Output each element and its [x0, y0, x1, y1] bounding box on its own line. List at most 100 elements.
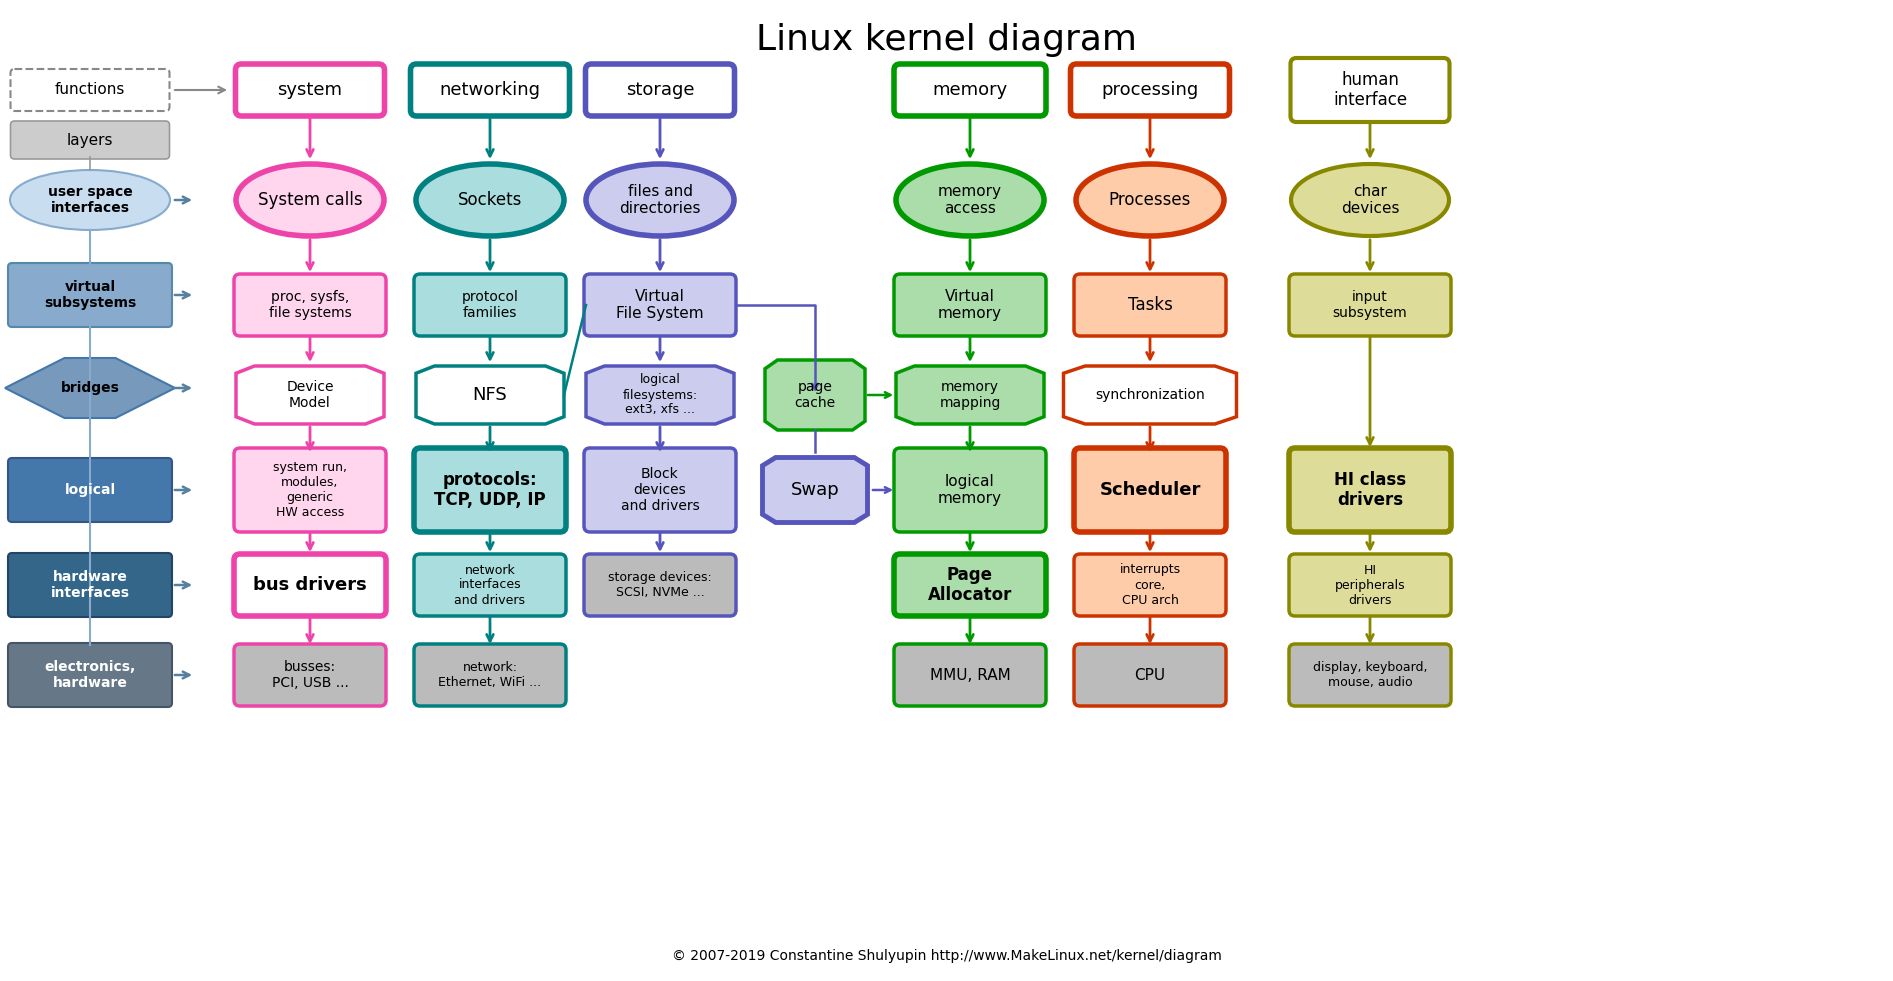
FancyBboxPatch shape [235, 644, 386, 706]
FancyBboxPatch shape [1291, 58, 1450, 122]
Ellipse shape [1075, 164, 1225, 236]
Text: files and
directories: files and directories [619, 183, 700, 216]
Text: page
cache: page cache [795, 380, 835, 410]
Text: Block
devices
and drivers: Block devices and drivers [621, 467, 699, 513]
FancyBboxPatch shape [235, 64, 384, 116]
Text: virtual
subsystems: virtual subsystems [44, 280, 136, 310]
Text: NFS: NFS [473, 386, 507, 404]
Text: memory: memory [933, 81, 1007, 99]
Text: storage devices:
SCSI, NVMe ...: storage devices: SCSI, NVMe ... [608, 571, 712, 599]
Polygon shape [587, 366, 734, 424]
Polygon shape [416, 366, 564, 424]
FancyBboxPatch shape [585, 64, 734, 116]
Text: HI class
drivers: HI class drivers [1335, 471, 1406, 509]
FancyBboxPatch shape [1071, 64, 1229, 116]
FancyBboxPatch shape [1073, 448, 1227, 532]
Polygon shape [6, 358, 174, 418]
Text: char
devices: char devices [1340, 183, 1399, 216]
FancyBboxPatch shape [1073, 274, 1227, 336]
Text: user space
interfaces: user space interfaces [47, 184, 133, 215]
Text: display, keyboard,
mouse, audio: display, keyboard, mouse, audio [1312, 661, 1427, 689]
Ellipse shape [416, 164, 564, 236]
Ellipse shape [237, 164, 384, 236]
Text: layers: layers [66, 132, 114, 147]
Text: networking: networking [439, 81, 541, 99]
Text: Swap: Swap [791, 481, 839, 499]
Polygon shape [1064, 366, 1236, 424]
Text: system run,
modules,
generic
HW access: system run, modules, generic HW access [273, 461, 346, 519]
Text: protocols:
TCP, UDP, IP: protocols: TCP, UDP, IP [433, 471, 545, 509]
FancyBboxPatch shape [415, 274, 566, 336]
Text: protocol
families: protocol families [462, 290, 519, 320]
Polygon shape [237, 366, 384, 424]
Text: © 2007-2019 Constantine Shulyupin http://www.MakeLinux.net/kernel/diagram: © 2007-2019 Constantine Shulyupin http:/… [672, 949, 1221, 963]
FancyBboxPatch shape [893, 64, 1047, 116]
FancyBboxPatch shape [8, 643, 172, 707]
Text: MMU, RAM: MMU, RAM [929, 667, 1011, 683]
Text: memory
mapping: memory mapping [939, 380, 1001, 410]
Text: logical: logical [64, 483, 115, 497]
Text: processing: processing [1102, 81, 1198, 99]
FancyBboxPatch shape [415, 644, 566, 706]
FancyBboxPatch shape [585, 448, 736, 532]
Text: Tasks: Tasks [1128, 296, 1172, 314]
FancyBboxPatch shape [235, 274, 386, 336]
Text: Device
Model: Device Model [286, 380, 333, 410]
Text: Linux kernel diagram: Linux kernel diagram [755, 23, 1138, 57]
Ellipse shape [9, 170, 170, 230]
Text: network
interfaces
and drivers: network interfaces and drivers [454, 563, 526, 606]
Text: Page
Allocator: Page Allocator [928, 566, 1013, 604]
Text: hardware
interfaces: hardware interfaces [51, 570, 129, 600]
FancyBboxPatch shape [11, 69, 170, 111]
FancyBboxPatch shape [585, 274, 736, 336]
Text: busses:
PCI, USB ...: busses: PCI, USB ... [271, 660, 348, 690]
Text: memory
access: memory access [939, 183, 1001, 216]
Polygon shape [763, 457, 867, 523]
FancyBboxPatch shape [1073, 554, 1227, 616]
Text: Scheduler: Scheduler [1100, 481, 1200, 499]
Polygon shape [895, 366, 1045, 424]
Text: storage: storage [627, 81, 695, 99]
FancyBboxPatch shape [1073, 644, 1227, 706]
FancyBboxPatch shape [585, 554, 736, 616]
Text: system: system [278, 81, 343, 99]
Ellipse shape [587, 164, 734, 236]
FancyBboxPatch shape [1289, 554, 1452, 616]
FancyBboxPatch shape [8, 458, 172, 522]
Text: input
subsystem: input subsystem [1333, 290, 1406, 320]
FancyBboxPatch shape [411, 64, 570, 116]
Text: Virtual
memory: Virtual memory [939, 288, 1001, 321]
FancyBboxPatch shape [235, 554, 386, 616]
FancyBboxPatch shape [11, 121, 170, 159]
FancyBboxPatch shape [8, 263, 172, 327]
Text: System calls: System calls [257, 191, 362, 209]
FancyBboxPatch shape [1289, 644, 1452, 706]
Text: Processes: Processes [1109, 191, 1191, 209]
Text: HI
peripherals
drivers: HI peripherals drivers [1335, 563, 1405, 606]
Ellipse shape [1291, 164, 1448, 236]
Text: CPU: CPU [1134, 667, 1166, 683]
Ellipse shape [895, 164, 1045, 236]
FancyBboxPatch shape [893, 554, 1047, 616]
Text: logical
filesystems:
ext3, xfs ...: logical filesystems: ext3, xfs ... [623, 374, 697, 417]
Text: bridges: bridges [61, 381, 119, 395]
Text: human
interface: human interface [1333, 71, 1406, 110]
FancyBboxPatch shape [1289, 448, 1452, 532]
FancyBboxPatch shape [415, 554, 566, 616]
Text: proc, sysfs,
file systems: proc, sysfs, file systems [269, 290, 352, 320]
Text: synchronization: synchronization [1096, 388, 1204, 402]
FancyBboxPatch shape [415, 448, 566, 532]
FancyBboxPatch shape [8, 553, 172, 617]
Text: logical
memory: logical memory [939, 474, 1001, 506]
Text: interrupts
core,
CPU arch: interrupts core, CPU arch [1119, 563, 1181, 606]
FancyBboxPatch shape [893, 448, 1047, 532]
Polygon shape [765, 360, 865, 430]
Text: electronics,
hardware: electronics, hardware [44, 660, 136, 690]
Text: bus drivers: bus drivers [254, 576, 367, 594]
Text: network:
Ethernet, WiFi ...: network: Ethernet, WiFi ... [439, 661, 541, 689]
FancyBboxPatch shape [893, 274, 1047, 336]
FancyBboxPatch shape [1289, 274, 1452, 336]
Text: functions: functions [55, 82, 125, 97]
Text: Sockets: Sockets [458, 191, 522, 209]
FancyBboxPatch shape [235, 448, 386, 532]
